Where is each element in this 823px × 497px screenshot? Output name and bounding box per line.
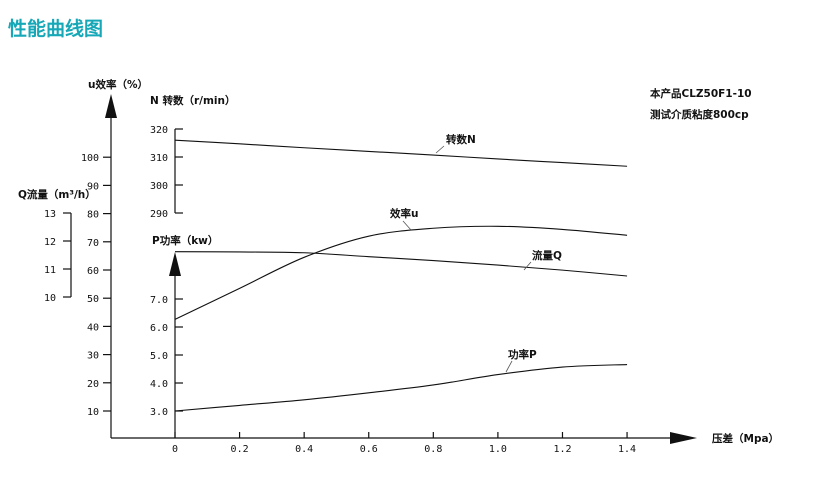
power-tick-label: 5.0 xyxy=(150,351,168,362)
efficiency-tick-label: 100 xyxy=(81,153,99,164)
flow-axis-title: Q流量（m³/h） xyxy=(18,188,96,201)
flow-tick-label: 10 xyxy=(44,293,56,304)
curve-flow xyxy=(174,251,628,277)
efficiency-tick-label: 10 xyxy=(87,407,99,418)
speed-tick-label: 310 xyxy=(150,153,168,164)
curve-speed xyxy=(174,139,628,167)
efficiency-axis-arrow xyxy=(105,94,117,118)
power-tick-label: 4.0 xyxy=(150,379,168,390)
x-tick-label: 0 xyxy=(172,444,178,455)
speed-tick-label: 300 xyxy=(150,181,168,192)
flow-tick-label: 11 xyxy=(44,265,56,276)
power-axis-title: P功率（kw） xyxy=(152,234,218,247)
labels: u效率（%） N 转数（r/min） Q流量（m³/h） P功率（kw） 压差（… xyxy=(18,78,779,445)
efficiency-tick-label: 30 xyxy=(87,351,99,362)
x-tick-label: 1.0 xyxy=(489,444,507,455)
efficiency-tick-label: 90 xyxy=(87,181,99,192)
leader-line-flow xyxy=(523,261,532,271)
power-tick-label: 3.0 xyxy=(150,407,168,418)
x-tick-label: 0.6 xyxy=(360,444,378,455)
axes: 0 0.2 0.4 0.6 0.8 1.0 1.2 1.4 10 20 30 40 50 60 70 80 90… xyxy=(44,94,697,455)
leader-line-efficiency xyxy=(402,220,412,231)
series-label-power: 功率P xyxy=(508,348,537,361)
speed-tick-label: 320 xyxy=(150,125,168,136)
speed-axis-title: N 转数（r/min） xyxy=(150,94,235,107)
efficiency-tick-label: 40 xyxy=(87,322,99,333)
x-tick-label: 0.2 xyxy=(231,444,249,455)
x-axis-title: 压差（Mpa） xyxy=(712,432,779,445)
x-tick-label: 1.4 xyxy=(618,444,636,455)
speed-tick-label: 290 xyxy=(150,209,168,220)
efficiency-tick-label: 70 xyxy=(87,238,99,249)
flow-tick-label: 12 xyxy=(44,237,56,248)
curves xyxy=(174,139,628,412)
power-axis-arrow xyxy=(169,252,181,276)
x-axis-arrow xyxy=(670,432,697,444)
curve-power xyxy=(174,363,628,412)
page-title: 性能曲线图 xyxy=(8,18,104,40)
leader-line-speed xyxy=(435,145,445,154)
x-tick-label: 0.8 xyxy=(424,444,442,455)
series-label-efficiency: 效率u xyxy=(390,207,418,220)
flow-tick-label: 13 xyxy=(44,209,56,220)
curve-efficiency xyxy=(174,225,628,320)
x-tick-label: 0.4 xyxy=(295,444,313,455)
efficiency-tick-label: 80 xyxy=(87,210,99,221)
series-label-speed: 转数N xyxy=(446,133,476,146)
power-tick-label: 7.0 xyxy=(150,295,168,306)
efficiency-tick-label: 20 xyxy=(87,379,99,390)
leader-line-power xyxy=(505,360,513,373)
x-tick-label: 1.2 xyxy=(553,444,571,455)
efficiency-axis-title: u效率（%） xyxy=(88,78,148,91)
efficiency-tick-label: 60 xyxy=(87,266,99,277)
power-tick-label: 6.0 xyxy=(150,323,168,334)
series-label-flow: 流量Q xyxy=(532,249,562,262)
note-viscosity: 测试介质粘度800cp xyxy=(650,108,749,121)
note-model: 本产品CLZ50F1-10 xyxy=(650,87,752,100)
efficiency-tick-label: 50 xyxy=(87,294,99,305)
